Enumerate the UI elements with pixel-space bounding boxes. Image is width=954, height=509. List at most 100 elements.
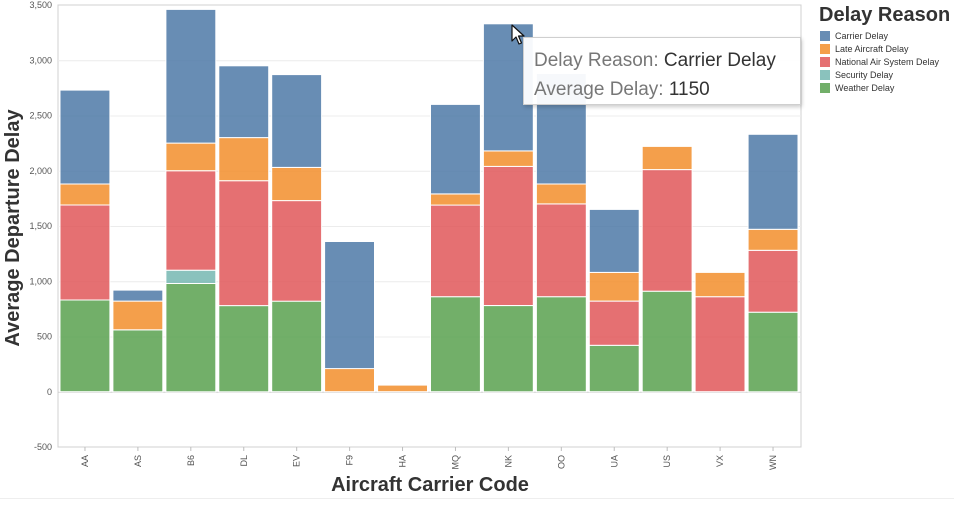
legend-label: Carrier Delay [835, 31, 889, 41]
legend-swatch [820, 70, 830, 80]
y-tick-label: -500 [34, 442, 52, 452]
bar-segment[interactable] [59, 204, 111, 301]
legend-item: National Air System Delay [820, 57, 940, 67]
bar-segment[interactable] [535, 203, 587, 298]
x-axis-ticks: AA AS B6 DL EV F9 HA MQ NK OO UA US VX WN [80, 447, 778, 470]
y-tick-label: 500 [37, 332, 52, 342]
legend-title: Delay Reason [819, 4, 950, 26]
x-tick-label: B6 [186, 455, 196, 466]
legend-label: Late Aircraft Delay [835, 44, 909, 54]
legend-swatch [820, 44, 830, 54]
tooltip-value-delay: 1150 [668, 79, 710, 100]
x-tick-label: MQ [450, 455, 460, 470]
mouse-pointer-icon [511, 24, 525, 45]
bar-segment[interactable] [430, 103, 481, 195]
bar-segment[interactable] [218, 137, 270, 182]
bar-segment[interactable] [324, 241, 376, 370]
bar-segment[interactable] [588, 271, 640, 302]
legend-swatch [820, 83, 830, 93]
x-axis-title: Aircraft Carrier Code [331, 474, 529, 496]
y-tick-label: 1,500 [29, 221, 52, 231]
bar-segment[interactable] [218, 180, 270, 307]
bar-segment[interactable] [694, 296, 746, 393]
bar-segment[interactable] [641, 169, 693, 292]
tooltip-row-reason: Delay Reason: Carrier Delay [534, 46, 800, 75]
x-tick-label: VX [715, 455, 725, 467]
x-tick-label: DL [239, 455, 249, 467]
legend-item: Weather Delay [820, 83, 895, 93]
y-tick-label: 2,000 [29, 166, 52, 176]
bar-segment[interactable] [377, 384, 429, 393]
bar-segment[interactable] [165, 142, 217, 172]
bar-segment[interactable] [747, 228, 799, 251]
legend-item: Carrier Delay [820, 31, 889, 41]
tooltip-key-reason: Delay Reason: [534, 50, 659, 71]
tooltip-key-delay: Average Delay: [534, 79, 664, 100]
y-axis-title: Average Departure Delay [2, 109, 24, 347]
bar-segment[interactable] [641, 145, 693, 171]
bar-segment[interactable] [430, 193, 481, 206]
x-tick-label: HA [398, 455, 408, 468]
bar-segment[interactable] [59, 183, 111, 206]
legend-label: National Air System Delay [835, 57, 940, 67]
bar-segment[interactable] [430, 296, 481, 393]
tooltip: Delay Reason: Carrier Delay Average Dela… [523, 37, 801, 105]
bar-segment[interactable] [747, 249, 799, 313]
bar-segment[interactable] [59, 299, 111, 393]
bar-segment[interactable] [59, 89, 111, 185]
y-tick-label: 3,500 [29, 0, 52, 10]
x-tick-label: NK [503, 455, 513, 468]
legend-item: Security Delay [820, 70, 894, 80]
bar-segment[interactable] [218, 65, 270, 139]
bottom-divider [0, 498, 954, 499]
x-tick-label: WN [768, 455, 778, 470]
bar-segment[interactable] [112, 289, 164, 302]
bar-segment[interactable] [535, 183, 587, 205]
x-tick-label: AA [80, 455, 90, 467]
legend-swatch [820, 31, 830, 41]
x-tick-label: AS [133, 455, 143, 467]
bar-segment[interactable] [271, 74, 323, 168]
bar-segment[interactable] [694, 271, 746, 298]
x-tick-label: OO [556, 455, 566, 469]
x-tick-label: EV [292, 455, 302, 467]
bar-segment[interactable] [588, 208, 640, 273]
bar-segment[interactable] [747, 133, 799, 230]
bar-segment[interactable] [271, 200, 323, 302]
bar-segment[interactable] [112, 300, 164, 331]
bar-segment[interactable] [165, 8, 217, 144]
y-tick-label: 0 [47, 387, 52, 397]
y-tick-label: 3,000 [29, 55, 52, 65]
bar-segment[interactable] [430, 204, 481, 298]
bars[interactable] [59, 8, 799, 393]
bar-segment[interactable] [165, 283, 217, 393]
bar-segment[interactable] [747, 311, 799, 393]
bar-segment[interactable] [112, 329, 164, 393]
bar-segment[interactable] [482, 305, 534, 393]
y-tick-label: 1,000 [29, 276, 52, 286]
x-tick-label: F9 [345, 455, 355, 466]
legend-label: Security Delay [835, 70, 894, 80]
bar-segment[interactable] [218, 305, 270, 393]
legend-label: Weather Delay [835, 83, 895, 93]
bar-segment[interactable] [588, 344, 640, 393]
legend-swatch [820, 57, 830, 67]
bar-segment[interactable] [482, 150, 534, 167]
tooltip-value-reason: Carrier Delay [663, 50, 776, 71]
y-tick-label: 2,500 [29, 111, 52, 121]
bar-segment[interactable] [641, 290, 693, 393]
bar-segment[interactable] [588, 300, 640, 346]
legend-item: Late Aircraft Delay [820, 44, 909, 54]
bar-segment[interactable] [165, 170, 217, 271]
bar-segment[interactable] [165, 269, 217, 285]
bar-segment[interactable] [271, 166, 323, 202]
bar-segment[interactable] [271, 300, 323, 393]
y-axis-ticks: -500 0 500 1,000 1,500 2,000 2,500 3,000 3,500 [29, 0, 52, 452]
x-tick-label: US [662, 455, 672, 468]
bar-segment[interactable] [535, 296, 587, 393]
bar-segment[interactable] [482, 165, 534, 306]
legend: Delay Reason Carrier Delay Late Aircraft … [819, 4, 950, 93]
bar-segment[interactable] [324, 368, 376, 393]
tooltip-row-delay: Average Delay: 1150 [534, 75, 800, 104]
